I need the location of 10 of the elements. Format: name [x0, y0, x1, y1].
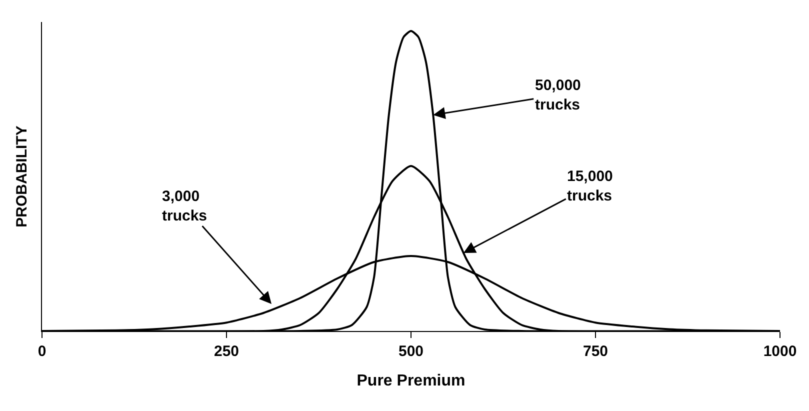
x-axis-title: Pure Premium — [356, 372, 466, 390]
x-tick-label: 0 — [38, 343, 46, 360]
annotation: 3,000 trucks — [162, 188, 208, 224]
annotation: 50,000 trucks — [535, 77, 581, 114]
x-tick-label: 1000 — [763, 343, 797, 360]
x-tick-label: 500 — [398, 343, 424, 360]
y-axis-title: PROBABILITY — [13, 126, 30, 228]
x-tick-label: 250 — [214, 343, 240, 360]
x-tick-label: 750 — [582, 343, 608, 360]
annotation: 15,000 trucks — [567, 168, 613, 204]
